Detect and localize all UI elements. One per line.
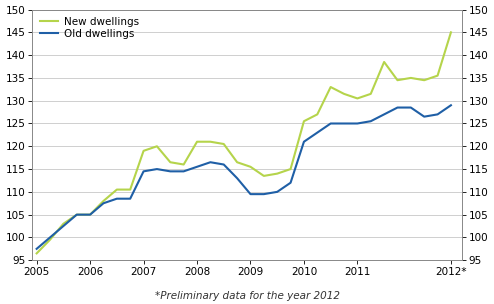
Old dwellings xyxy=(261,192,267,196)
Old dwellings xyxy=(234,176,240,180)
New dwellings xyxy=(314,112,320,116)
New dwellings xyxy=(435,74,441,78)
Old dwellings xyxy=(167,170,173,173)
Old dwellings xyxy=(87,213,93,216)
Old dwellings xyxy=(395,106,401,109)
New dwellings xyxy=(368,92,374,96)
Old dwellings xyxy=(288,181,293,185)
Old dwellings xyxy=(435,112,441,116)
Old dwellings xyxy=(314,131,320,134)
New dwellings xyxy=(328,85,333,89)
New dwellings xyxy=(181,163,187,166)
New dwellings xyxy=(341,92,347,96)
New dwellings xyxy=(47,238,53,242)
New dwellings xyxy=(408,76,414,80)
New dwellings xyxy=(114,188,120,192)
Old dwellings xyxy=(114,197,120,201)
Old dwellings xyxy=(448,103,454,107)
Old dwellings xyxy=(60,224,66,228)
New dwellings xyxy=(421,78,427,82)
Text: *Preliminary data for the year 2012: *Preliminary data for the year 2012 xyxy=(155,291,339,301)
New dwellings xyxy=(354,97,360,100)
New dwellings xyxy=(167,161,173,164)
Old dwellings xyxy=(74,213,80,216)
Old dwellings xyxy=(154,167,160,171)
New dwellings xyxy=(301,119,307,123)
New dwellings xyxy=(127,188,133,192)
Old dwellings xyxy=(408,106,414,109)
Old dwellings xyxy=(181,170,187,173)
Old dwellings xyxy=(247,192,253,196)
New dwellings xyxy=(194,140,200,143)
New dwellings xyxy=(221,142,227,146)
New dwellings xyxy=(60,222,66,226)
Old dwellings xyxy=(207,161,213,164)
New dwellings xyxy=(207,140,213,143)
Line: New dwellings: New dwellings xyxy=(37,32,451,253)
New dwellings xyxy=(261,174,267,178)
New dwellings xyxy=(448,30,454,34)
Old dwellings xyxy=(141,170,147,173)
Old dwellings xyxy=(354,122,360,125)
New dwellings xyxy=(74,213,80,216)
Legend: New dwellings, Old dwellings: New dwellings, Old dwellings xyxy=(38,15,141,41)
New dwellings xyxy=(288,167,293,171)
Old dwellings xyxy=(381,112,387,116)
New dwellings xyxy=(395,78,401,82)
New dwellings xyxy=(141,149,147,153)
Old dwellings xyxy=(274,190,280,194)
Old dwellings xyxy=(221,163,227,166)
Old dwellings xyxy=(301,140,307,143)
Old dwellings xyxy=(34,247,40,251)
Old dwellings xyxy=(100,202,106,205)
Old dwellings xyxy=(127,197,133,201)
New dwellings xyxy=(87,213,93,216)
Old dwellings xyxy=(194,165,200,169)
New dwellings xyxy=(34,251,40,255)
Old dwellings xyxy=(368,119,374,123)
Old dwellings xyxy=(47,236,53,239)
Old dwellings xyxy=(421,115,427,119)
New dwellings xyxy=(381,60,387,64)
Old dwellings xyxy=(341,122,347,125)
New dwellings xyxy=(274,172,280,175)
New dwellings xyxy=(100,199,106,203)
New dwellings xyxy=(154,144,160,148)
Line: Old dwellings: Old dwellings xyxy=(37,105,451,249)
New dwellings xyxy=(234,161,240,164)
Old dwellings xyxy=(328,122,333,125)
New dwellings xyxy=(247,165,253,169)
